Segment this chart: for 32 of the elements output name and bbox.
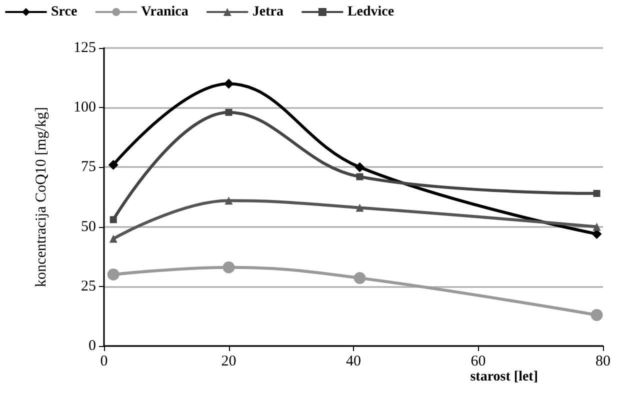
y-tick-label: 100: [74, 100, 96, 116]
y-tick-label: 25: [81, 278, 96, 294]
y-tick-label: 50: [81, 218, 96, 235]
point: [225, 108, 232, 116]
point: [590, 309, 603, 322]
y-tick-label: 75: [81, 159, 96, 176]
x-tick-label: 20: [221, 354, 236, 370]
legend-label: Ledvice: [347, 4, 394, 20]
y-tick-label: 0: [88, 338, 96, 354]
point: [354, 162, 365, 172]
y-axis-title: koncentracija CoQ10 [mg/kg]: [34, 107, 50, 287]
x-tick-label: 60: [470, 354, 486, 370]
point: [356, 204, 364, 212]
point: [356, 173, 364, 180]
point: [107, 268, 120, 280]
point: [224, 78, 234, 89]
x-tick-label: 0: [100, 354, 108, 370]
x-tick-label: 80: [596, 354, 610, 370]
x-tick-label: 40: [346, 354, 361, 370]
point: [593, 190, 600, 197]
x-axis-title: starost [let]: [470, 370, 538, 384]
y-tick-label: 125: [74, 40, 96, 56]
point: [224, 196, 233, 205]
point: [592, 222, 601, 231]
legend-label: Vranica: [141, 4, 188, 20]
point: [110, 216, 117, 224]
point: [109, 234, 118, 243]
point: [108, 160, 118, 170]
point: [354, 272, 366, 284]
legend-label: Srce: [51, 4, 78, 20]
legend-label: Jetra: [252, 4, 284, 20]
point: [222, 261, 235, 274]
